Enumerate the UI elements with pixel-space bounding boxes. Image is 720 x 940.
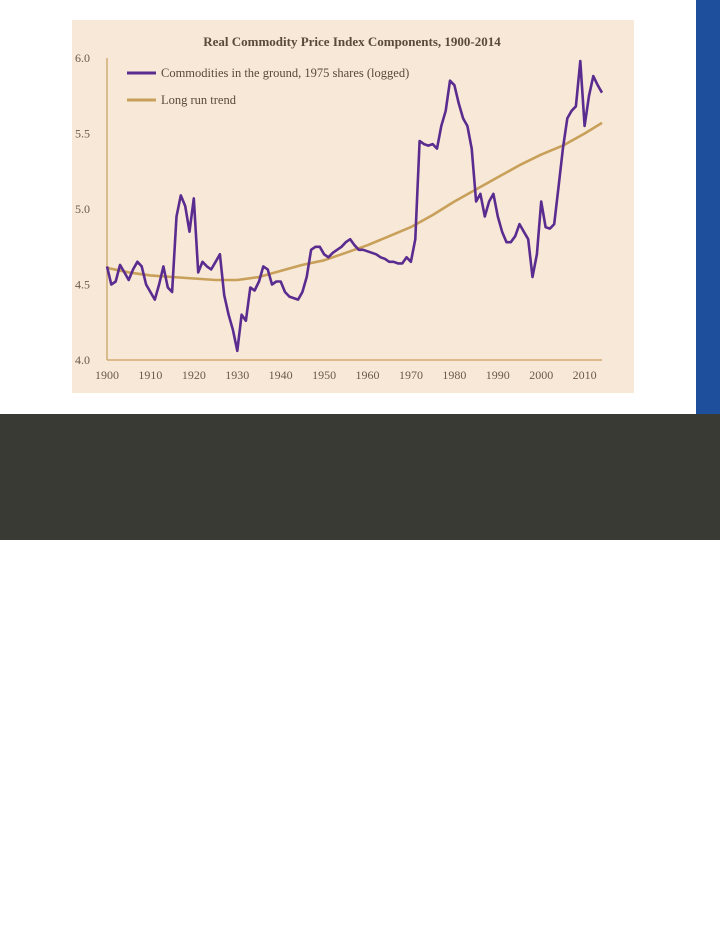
slide-caption: “In the ground” — [60, 858, 230, 888]
x-tick-label: 1950 — [312, 368, 336, 382]
x-tick-label: 1980 — [442, 368, 466, 382]
footer-band: “In the ground” Trends and Cycles in Glo… — [0, 414, 720, 939]
trend-series-line — [106, 121, 603, 282]
x-tick-label: 1990 — [486, 368, 510, 382]
y-tick-label: 4.0 — [75, 353, 90, 367]
y-tick-label: 5.0 — [75, 202, 90, 216]
chart-panel: Real Commodity Price Index Components, 1… — [72, 20, 634, 393]
x-tick-label: 2000 — [529, 368, 553, 382]
x-tick-label: 1930 — [225, 368, 249, 382]
x-tick-label: 2010 — [573, 368, 597, 382]
y-tick-label: 4.5 — [75, 278, 90, 292]
x-tick-label: 1940 — [269, 368, 293, 382]
x-tick-label: 1910 — [138, 368, 162, 382]
x-tick-label: 1970 — [399, 368, 423, 382]
page-number: 14 — [697, 921, 712, 937]
presentation-title: Trends and Cycles in Global Commodity Pr… — [60, 923, 347, 939]
legend-label: Long run trend — [161, 93, 237, 107]
y-tick-label: 5.5 — [75, 127, 90, 141]
x-tick-label: 1920 — [182, 368, 206, 382]
x-tick-label: 1900 — [95, 368, 119, 382]
accent-bar — [696, 0, 720, 414]
commodities-series-line — [105, 59, 604, 353]
chart-title: Real Commodity Price Index Components, 1… — [203, 34, 501, 49]
x-tick-label: 1960 — [356, 368, 380, 382]
commodity-price-chart: Real Commodity Price Index Components, 1… — [75, 34, 604, 382]
legend-label: Commodities in the ground, 1975 shares (… — [161, 66, 409, 80]
y-tick-label: 6.0 — [75, 51, 90, 65]
